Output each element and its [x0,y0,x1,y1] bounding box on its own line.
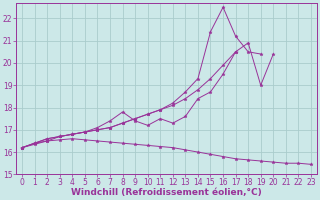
X-axis label: Windchill (Refroidissement éolien,°C): Windchill (Refroidissement éolien,°C) [71,188,262,197]
